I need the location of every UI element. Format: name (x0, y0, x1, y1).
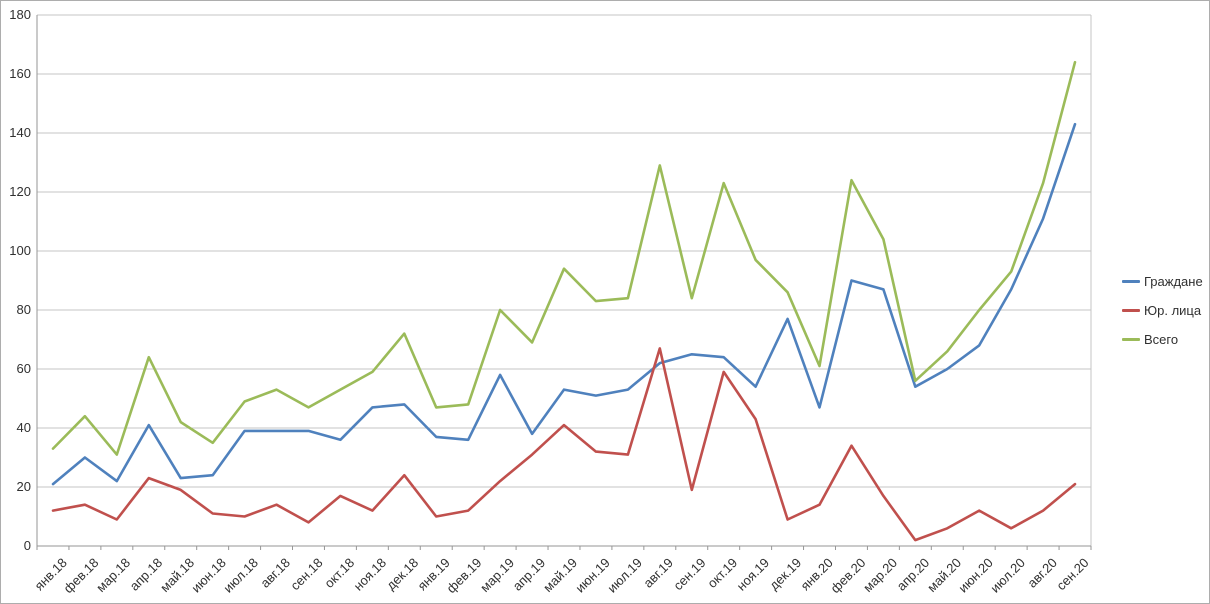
y-axis-tick-label: 0 (23, 538, 31, 553)
y-axis-tick-label: 120 (9, 184, 31, 199)
legend-marker-grazhdane (1122, 280, 1140, 283)
legend-label-grazhdane: Граждане (1144, 274, 1203, 289)
legend-marker-yur-litsa (1122, 309, 1140, 312)
legend-label-yur-litsa: Юр. лица (1144, 303, 1202, 318)
legend-marker-vsego (1122, 338, 1140, 341)
series-line-yur-litsa[interactable] (51, 347, 1077, 542)
legend-item-grazhdane[interactable]: Граждане (1122, 267, 1203, 296)
y-axis-tick-label: 140 (9, 125, 31, 140)
series-line-vsego[interactable] (51, 60, 1077, 456)
series-line-grazhdane[interactable] (51, 122, 1077, 486)
legend-item-vsego[interactable]: Всего (1122, 325, 1203, 354)
y-axis-tick-label: 20 (16, 479, 31, 494)
y-axis-tick-label: 40 (16, 420, 31, 435)
y-axis-tick-label: 160 (9, 66, 31, 81)
legend-item-yur-litsa[interactable]: Юр. лица (1122, 296, 1203, 325)
y-axis-tick-label: 100 (9, 243, 31, 258)
legend-label-vsego: Всего (1144, 332, 1179, 347)
legend: Граждане Юр. лица Всего (1122, 267, 1203, 354)
y-axis-tick-label: 180 (9, 7, 31, 22)
y-axis-tick-label: 80 (16, 302, 31, 317)
y-axis-tick-label: 60 (16, 361, 31, 376)
